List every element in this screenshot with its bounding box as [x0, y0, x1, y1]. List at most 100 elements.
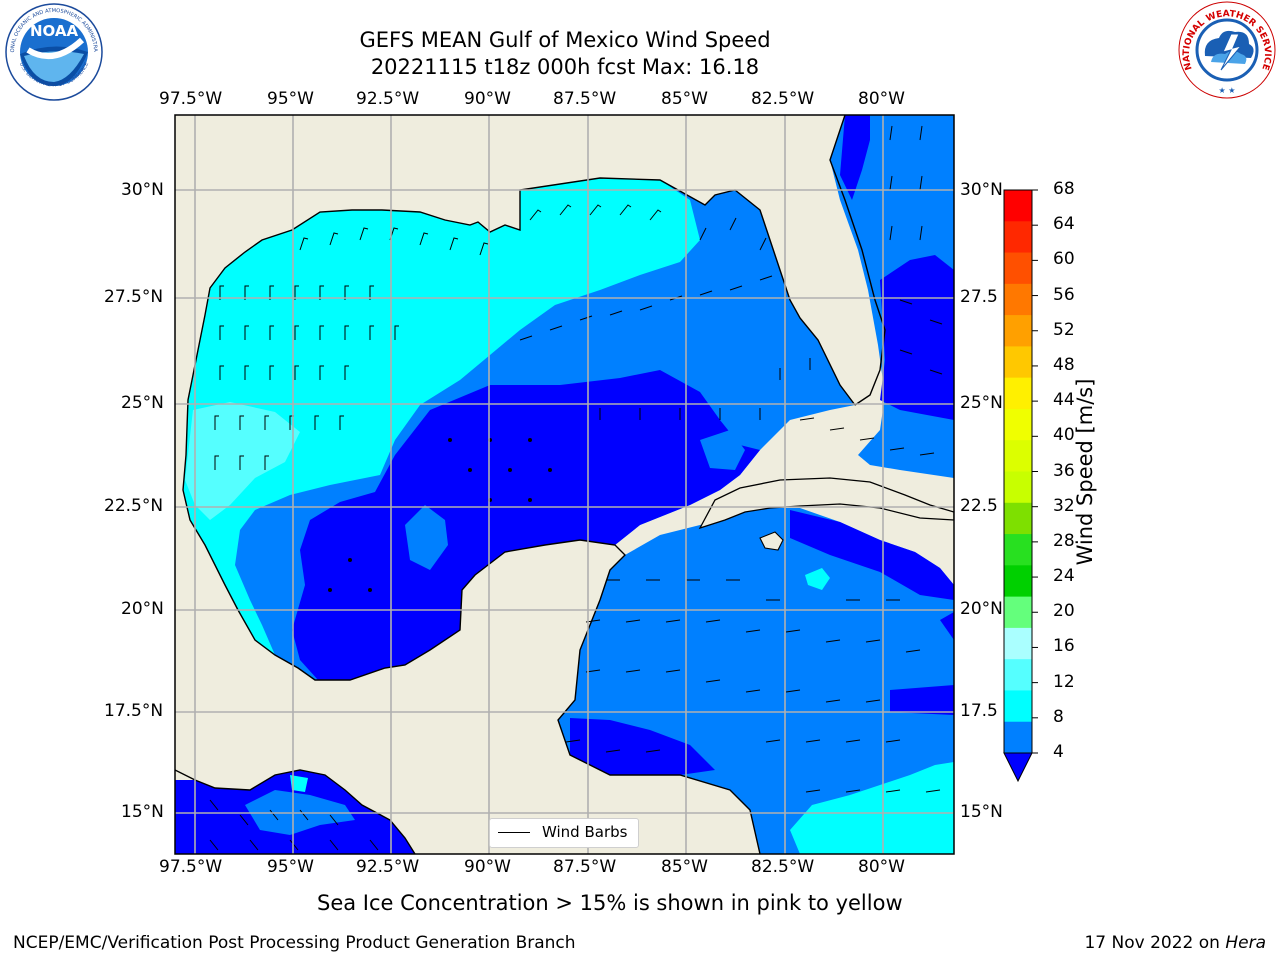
- chart-title-line-1: GEFS MEAN Gulf of Mexico Wind Speed: [359, 28, 771, 52]
- lon-label-bottom-87-5w: 87.5°W: [553, 857, 617, 877]
- colorbar-segment: [1004, 596, 1032, 629]
- ws-8-12-pacific-patch: [290, 775, 308, 792]
- colorbar-tick-label: 32: [1053, 495, 1075, 516]
- ws-8-12-caribbean-southeast: [790, 762, 954, 854]
- cuba-land: [698, 477, 954, 530]
- lat-label-right-17-5: 17.5: [960, 701, 998, 721]
- sea-ice-caption: Sea Ice Concentration > 15% is shown in …: [317, 891, 903, 915]
- colorbar-segment: [1004, 315, 1032, 347]
- colorbar-tick-label: 4: [1053, 742, 1064, 762]
- colorbar-segment: [1004, 721, 1032, 754]
- ws-4-8-central-gulf-hole: [405, 505, 448, 570]
- ws-lt-4-florida-east: [880, 255, 954, 420]
- lon-label-top-95w: 95°W: [267, 89, 314, 109]
- map-frame: [174, 114, 955, 855]
- colorbar: [1003, 189, 1038, 783]
- lon-label-bottom-82-5w: 82.5°W: [751, 857, 815, 877]
- colorbar-tick-label: 64: [1053, 214, 1075, 235]
- ws-lt-4-florida-north: [840, 115, 870, 200]
- legend-label: Wind Barbs: [542, 823, 628, 841]
- colorbar-tick-label: 48: [1053, 354, 1075, 375]
- wind-barbs: [209, 125, 943, 851]
- ws-4-8-gulf-hole-2: [700, 430, 745, 470]
- ws-12-16-northwest-gulf: [185, 402, 300, 520]
- colorbar-segment: [1004, 377, 1032, 410]
- lat-label-left-15n: 15°N: [121, 802, 164, 822]
- colorbar-tick-label: 36: [1053, 460, 1075, 481]
- colorbar-segment: [1004, 190, 1032, 222]
- lat-label-left-22-5n: 22.5°N: [104, 496, 164, 516]
- map-legend: Wind Barbs: [489, 818, 639, 848]
- noaa-logo-text: NOAA: [30, 22, 79, 40]
- lat-label-right-15n: 15°N: [960, 802, 1003, 822]
- lat-label-left-20n: 20°N: [121, 599, 164, 619]
- lon-label-top-90w: 90°W: [464, 89, 511, 109]
- colorbar-segment: [1004, 534, 1032, 566]
- ws-lt-4-caribbean-east: [940, 612, 954, 640]
- colorbar-tick-label: 60: [1053, 249, 1075, 270]
- ws-lt-4-yucatan: [570, 718, 715, 775]
- colorbar-tick-label: 52: [1053, 319, 1075, 340]
- colorbar-tick-label: 24: [1053, 566, 1075, 587]
- lon-label-bottom-80w: 80°W: [858, 857, 905, 877]
- footer-date-text: 17 Nov 2022 on: [1084, 933, 1226, 953]
- footer-machine: Hera: [1225, 933, 1266, 953]
- lon-label-top-80w: 80°W: [858, 89, 905, 109]
- colorbar-under-arrow: [1003, 752, 1033, 783]
- ws-lt-4-cuba-south: [790, 510, 954, 600]
- footer-date: 17 Nov 2022 on Hera: [1084, 933, 1266, 953]
- lon-label-top-97-5w: 97.5°W: [159, 89, 223, 109]
- svg-text:★ ★: ★ ★: [1219, 86, 1236, 95]
- nws-logo: NATIONAL WEATHER SERVICE ★ ★: [1178, 1, 1276, 99]
- footer-branch: NCEP/EMC/Verification Post Processing Pr…: [13, 933, 576, 953]
- colorbar-tick-label: 8: [1053, 706, 1064, 727]
- colorbar-segment: [1004, 221, 1032, 254]
- lat-label-right-25n: 25°N: [960, 393, 1003, 413]
- ws-lt-4-central-gulf: [292, 370, 760, 680]
- lon-label-top-85w: 85°W: [661, 89, 708, 109]
- colorbar-segment: [1004, 440, 1032, 472]
- colorbar-tick-label: 68: [1053, 179, 1075, 199]
- lat-label-right-20n: 20°N: [960, 599, 1003, 619]
- colorbar-tick-label: 16: [1053, 636, 1075, 657]
- lon-label-bottom-85w: 85°W: [661, 857, 708, 877]
- colorbar-tick-label: 20: [1053, 601, 1075, 622]
- colorbar-tick-label: 44: [1053, 390, 1075, 411]
- lon-label-bottom-95w: 95°W: [267, 857, 314, 877]
- lon-label-top-92-5w: 92.5°W: [356, 89, 420, 109]
- lon-label-bottom-97-5w: 97.5°W: [159, 857, 223, 877]
- colorbar-segment: [1004, 252, 1032, 285]
- lon-label-bottom-90w: 90°W: [464, 857, 511, 877]
- ws-8-12-caribbean-patch: [805, 568, 830, 590]
- lat-label-left-25n: 25°N: [121, 393, 164, 413]
- lat-label-right-30n: 30°N: [960, 180, 1003, 200]
- colorbar-tick-label: 56: [1053, 284, 1075, 305]
- lon-label-top-82-5w: 82.5°W: [751, 89, 815, 109]
- colorbar-segment: [1004, 690, 1032, 723]
- colorbar-segment: [1004, 659, 1032, 691]
- colorbar-tick-label: 12: [1053, 671, 1075, 692]
- lon-label-bottom-92-5w: 92.5°W: [356, 857, 420, 877]
- lat-label-left-27-5n: 27.5°N: [104, 287, 164, 307]
- colorbar-tick-label: 28: [1053, 530, 1075, 551]
- chart-title-line-2: 20221115 t18z 000h fcst Max: 16.18: [370, 55, 760, 79]
- colorbar-segment: [1004, 283, 1032, 316]
- graticule: [175, 115, 954, 854]
- lat-label-right-22-5: 22.5: [960, 496, 998, 516]
- noaa-logo: NOAA NATIONAL OCEANIC AND ATMOSPHERIC AD…: [4, 2, 103, 101]
- colorbar-segment: [1004, 627, 1032, 660]
- colorbar-segment: [1004, 471, 1032, 504]
- colorbar-segment: [1004, 408, 1032, 441]
- lat-label-left-17-5n: 17.5°N: [104, 701, 164, 721]
- colorbar-segment: [1004, 346, 1032, 379]
- colorbar-tick-label: 40: [1053, 425, 1075, 446]
- colorbar-segment: [1004, 565, 1032, 598]
- colorbar-segment: [1004, 502, 1032, 535]
- lat-label-left-30n: 30°N: [121, 180, 164, 200]
- ws-lt-4-honduras: [890, 685, 954, 715]
- legend-line-swatch: [498, 832, 530, 833]
- lon-label-top-87-5w: 87.5°W: [553, 89, 617, 109]
- lat-label-right-27-5: 27.5: [960, 287, 998, 307]
- colorbar-label: Wind Speed [m/s]: [1073, 378, 1097, 566]
